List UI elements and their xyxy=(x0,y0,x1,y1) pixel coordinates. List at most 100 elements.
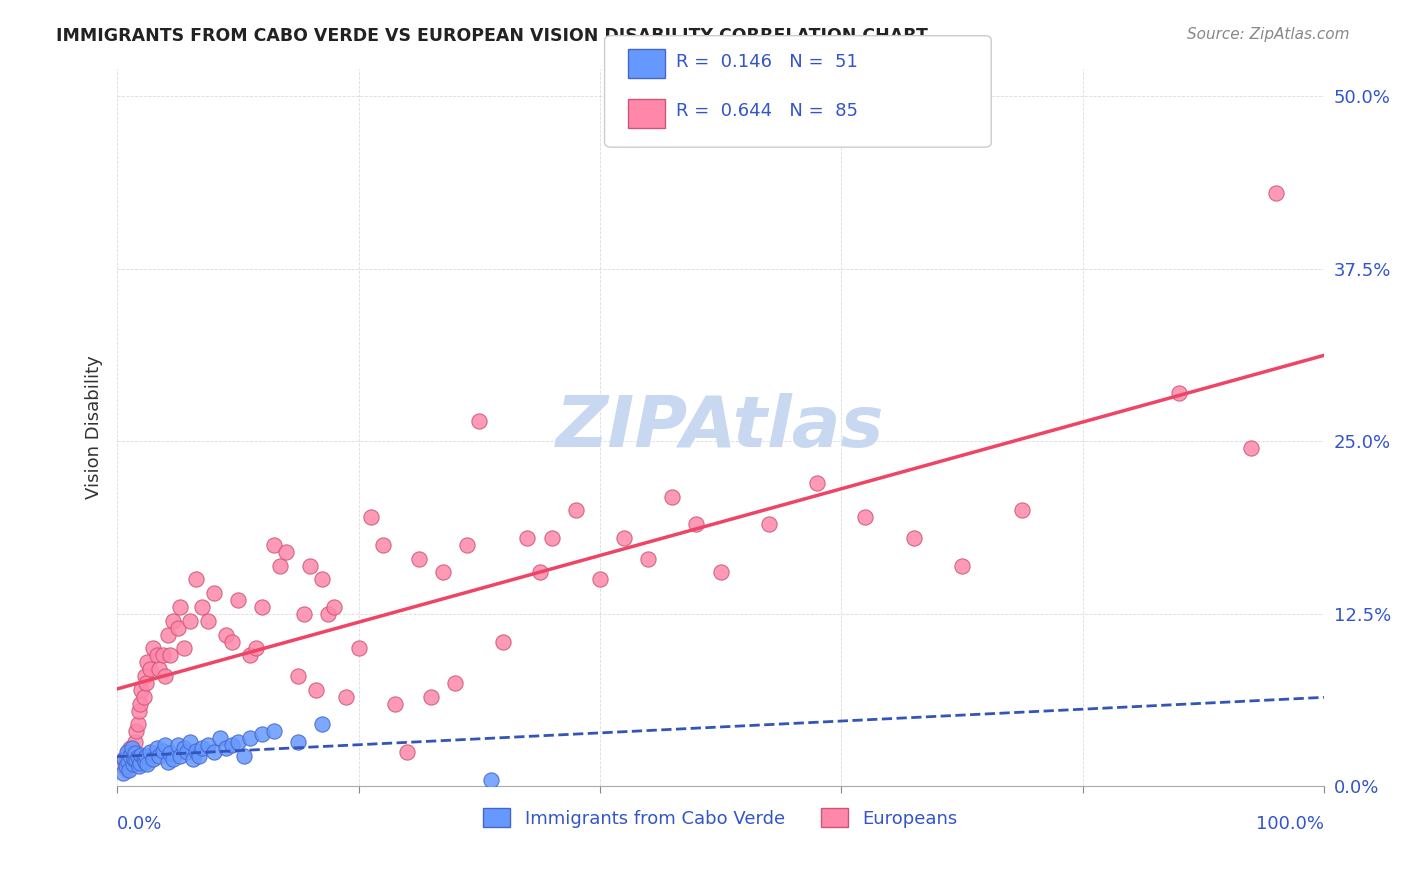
Point xyxy=(135,676,157,690)
Point xyxy=(124,735,146,749)
Text: 0.0%: 0.0% xyxy=(117,815,163,833)
Point xyxy=(479,772,502,787)
Point xyxy=(806,475,828,490)
Point xyxy=(516,531,538,545)
Point xyxy=(117,755,139,769)
Point xyxy=(232,749,254,764)
Point xyxy=(540,531,562,545)
Point xyxy=(1011,503,1033,517)
Point xyxy=(384,697,406,711)
Point xyxy=(202,586,225,600)
Point xyxy=(190,599,212,614)
Point xyxy=(190,740,212,755)
Point xyxy=(152,648,174,663)
Point xyxy=(903,531,925,545)
Point xyxy=(360,510,382,524)
Point xyxy=(112,752,135,766)
Point xyxy=(613,531,636,545)
Point xyxy=(124,747,146,761)
Point xyxy=(188,749,211,764)
Point xyxy=(114,755,136,769)
Point xyxy=(202,745,225,759)
Point xyxy=(131,682,153,697)
Point xyxy=(685,517,707,532)
Point xyxy=(226,735,249,749)
Point xyxy=(305,682,328,697)
Point xyxy=(444,676,467,690)
Point xyxy=(215,740,238,755)
Point xyxy=(122,752,145,766)
Point xyxy=(408,551,430,566)
Point xyxy=(184,743,207,757)
Point xyxy=(589,573,612,587)
Point xyxy=(166,738,188,752)
Text: IMMIGRANTS FROM CABO VERDE VS EUROPEAN VISION DISABILITY CORRELATION CHART: IMMIGRANTS FROM CABO VERDE VS EUROPEAN V… xyxy=(56,27,928,45)
Point xyxy=(162,752,184,766)
Point xyxy=(226,593,249,607)
Point xyxy=(263,538,285,552)
Point xyxy=(197,738,219,752)
Point xyxy=(115,745,138,759)
Point xyxy=(564,503,586,517)
Point xyxy=(269,558,291,573)
Point xyxy=(121,740,143,755)
Point xyxy=(287,735,309,749)
Point xyxy=(131,747,153,762)
Point xyxy=(159,747,181,761)
Point xyxy=(529,566,551,580)
Point xyxy=(159,648,181,663)
Point xyxy=(208,731,231,746)
Point xyxy=(347,641,370,656)
Point xyxy=(125,753,148,767)
Point xyxy=(492,634,515,648)
Text: ZIPAtlas: ZIPAtlas xyxy=(557,393,884,462)
Point xyxy=(239,731,262,746)
Point xyxy=(169,749,191,764)
Point xyxy=(129,697,152,711)
Point xyxy=(112,765,135,780)
Text: R =  0.644   N =  85: R = 0.644 N = 85 xyxy=(676,103,858,120)
Point xyxy=(155,738,177,752)
Point xyxy=(173,740,195,755)
Point xyxy=(128,758,150,772)
Point xyxy=(221,738,243,752)
Point xyxy=(146,648,169,663)
Point xyxy=(215,627,238,641)
Point xyxy=(118,763,141,777)
Point xyxy=(120,749,142,764)
Point xyxy=(1240,441,1263,455)
Point xyxy=(156,627,179,641)
Point xyxy=(184,573,207,587)
Point xyxy=(637,551,659,566)
Point xyxy=(276,545,298,559)
Point xyxy=(142,641,165,656)
Point xyxy=(169,599,191,614)
Point xyxy=(142,752,165,766)
Point xyxy=(292,607,315,621)
Point xyxy=(122,757,145,772)
Point xyxy=(117,745,139,759)
Point xyxy=(134,755,156,769)
Point xyxy=(311,573,333,587)
Point xyxy=(122,747,145,761)
Point xyxy=(950,558,973,573)
Point xyxy=(299,558,322,573)
Point xyxy=(146,740,169,755)
Point xyxy=(127,750,149,764)
Point xyxy=(179,614,201,628)
Point xyxy=(468,414,491,428)
Point xyxy=(128,704,150,718)
Legend: Immigrants from Cabo Verde, Europeans: Immigrants from Cabo Verde, Europeans xyxy=(477,801,965,835)
Point xyxy=(661,490,683,504)
Point xyxy=(166,621,188,635)
Point xyxy=(136,757,159,772)
Point xyxy=(132,690,155,704)
Point xyxy=(112,752,135,766)
Point xyxy=(318,607,340,621)
Point xyxy=(311,717,333,731)
Point xyxy=(114,758,136,772)
Point xyxy=(152,743,174,757)
Point xyxy=(250,727,273,741)
Point xyxy=(456,538,478,552)
Point xyxy=(139,745,162,759)
